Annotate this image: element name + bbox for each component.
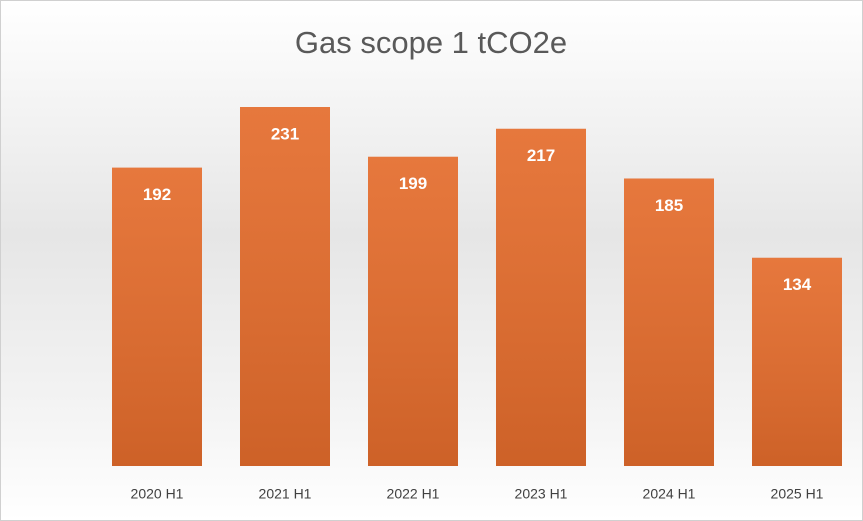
x-tick-label: 2020 H1 xyxy=(131,486,184,502)
x-tick-label: 2022 H1 xyxy=(387,486,440,502)
bar-shade xyxy=(112,167,202,466)
data-label: 217 xyxy=(527,146,555,165)
data-label: 185 xyxy=(655,196,683,215)
x-tick-label: 2021 H1 xyxy=(259,486,312,502)
data-label: 231 xyxy=(271,124,299,143)
x-tick-label: 2025 H1 xyxy=(771,486,824,502)
data-label: 199 xyxy=(399,174,427,193)
x-tick-label: 2023 H1 xyxy=(515,486,568,502)
data-label: 134 xyxy=(783,275,812,294)
bar-shade xyxy=(624,178,714,466)
chart-title: Gas scope 1 tCO2e xyxy=(295,25,567,60)
bar-shade xyxy=(752,257,842,466)
x-tick-label: 2024 H1 xyxy=(643,486,696,502)
data-label: 192 xyxy=(143,185,171,204)
bar-shade xyxy=(240,107,330,466)
bar-shade xyxy=(368,156,458,466)
bar-shade xyxy=(496,128,586,466)
